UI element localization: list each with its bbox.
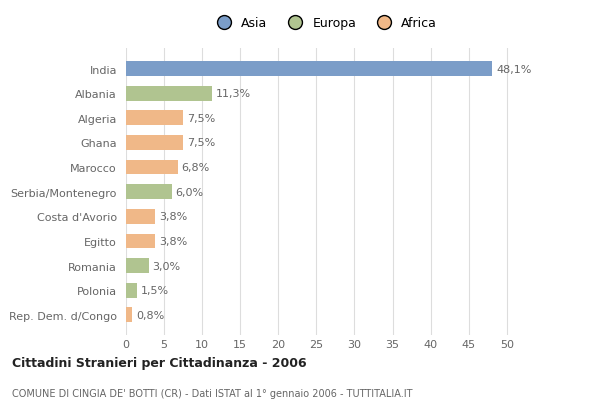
Bar xyxy=(126,87,212,101)
Text: 3,8%: 3,8% xyxy=(159,212,187,222)
Text: 7,5%: 7,5% xyxy=(187,138,215,148)
Text: 3,8%: 3,8% xyxy=(159,236,187,246)
Bar xyxy=(126,136,183,151)
Text: COMUNE DI CINGIA DE' BOTTI (CR) - Dati ISTAT al 1° gennaio 2006 - TUTTITALIA.IT: COMUNE DI CINGIA DE' BOTTI (CR) - Dati I… xyxy=(12,389,413,398)
Text: 48,1%: 48,1% xyxy=(496,65,532,74)
Text: 7,5%: 7,5% xyxy=(187,114,215,124)
Text: 11,3%: 11,3% xyxy=(216,89,251,99)
Bar xyxy=(126,209,155,224)
Bar xyxy=(126,258,149,273)
Text: 6,8%: 6,8% xyxy=(182,163,210,173)
Text: 3,0%: 3,0% xyxy=(152,261,181,271)
Bar xyxy=(126,185,172,200)
Text: 6,0%: 6,0% xyxy=(176,187,203,197)
Bar xyxy=(126,62,493,77)
Bar xyxy=(126,160,178,175)
Text: 1,5%: 1,5% xyxy=(141,285,169,295)
Text: 0,8%: 0,8% xyxy=(136,310,164,320)
Text: Cittadini Stranieri per Cittadinanza - 2006: Cittadini Stranieri per Cittadinanza - 2… xyxy=(12,356,307,369)
Legend: Asia, Europa, Africa: Asia, Europa, Africa xyxy=(206,12,442,35)
Bar xyxy=(126,111,183,126)
Bar xyxy=(126,308,132,322)
Bar xyxy=(126,234,155,249)
Bar xyxy=(126,283,137,298)
